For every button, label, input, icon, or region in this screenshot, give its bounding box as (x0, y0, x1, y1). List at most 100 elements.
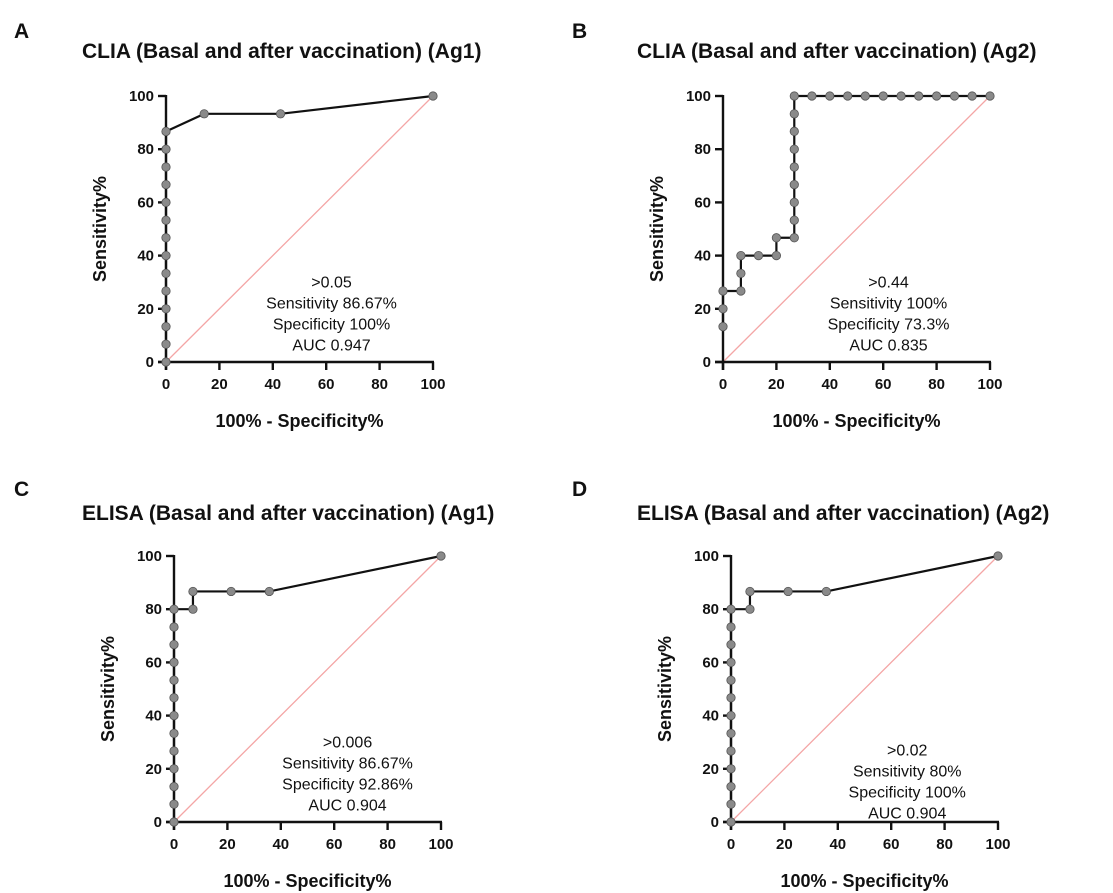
x-tick-label: 60 (875, 376, 892, 393)
roc-point (169, 675, 179, 685)
annotation-line: Specificity 73.3% (828, 317, 950, 334)
roc-point (161, 286, 171, 296)
y-axis-label: Sensitivity% (655, 636, 675, 742)
roc-point (726, 675, 736, 685)
roc-point (169, 622, 179, 632)
x-tick-label: 100 (977, 376, 1002, 393)
x-tick-label: 40 (821, 376, 838, 393)
roc-point (914, 91, 924, 101)
y-tick-label: 0 (154, 814, 162, 831)
roc-point (161, 339, 171, 349)
annotation-line: Sensitivity 80% (853, 764, 962, 781)
x-axis-label: 100% - Specificity% (772, 411, 940, 431)
x-tick-label: 60 (326, 836, 343, 853)
x-tick-label: 40 (264, 376, 281, 393)
roc-point (161, 179, 171, 190)
x-axis-label: 100% - Specificity% (215, 411, 383, 431)
annotation-line: AUC 0.904 (308, 798, 386, 815)
x-tick-label: 100 (428, 836, 453, 853)
roc-point (949, 91, 960, 101)
y-tick-label: 100 (686, 88, 711, 105)
panel-letter: B (572, 20, 587, 43)
annotation-line: Sensitivity 100% (830, 296, 947, 313)
roc-point (726, 728, 736, 739)
roc-point (169, 639, 179, 650)
y-tick-label: 40 (702, 708, 719, 725)
roc-point (726, 782, 736, 792)
roc-point (161, 162, 171, 172)
y-tick-label: 60 (137, 194, 154, 211)
reference-diagonal-line (173, 555, 442, 823)
x-tick-label: 80 (371, 376, 388, 393)
roc-point (169, 728, 179, 739)
annotation-line: Specificity 100% (849, 785, 966, 802)
roc-point (807, 91, 817, 101)
roc-point (169, 657, 179, 668)
y-tick-label: 0 (146, 354, 154, 371)
y-tick-label: 60 (702, 654, 719, 671)
x-tick-label: 40 (272, 836, 289, 853)
roc-point (726, 604, 736, 614)
roc-point (169, 764, 179, 774)
roc-point (161, 251, 171, 261)
y-tick-label: 80 (145, 601, 162, 618)
y-axis-label: Sensitivity% (90, 176, 110, 282)
roc-point (789, 109, 799, 119)
x-tick-label: 40 (829, 836, 846, 853)
roc-point (993, 551, 1003, 561)
annotation-line: AUC 0.947 (292, 338, 370, 355)
roc-point (789, 215, 799, 225)
roc-point (161, 126, 171, 137)
chart-title: ELISA (Basal and after vaccination) (Ag2… (637, 502, 1049, 525)
roc-point (169, 782, 179, 792)
roc-point (736, 251, 746, 261)
roc-point (161, 268, 171, 279)
roc-panel-d: D ELISA (Basal and after vaccination) (Ag… (572, 478, 1049, 891)
y-tick-label: 100 (137, 548, 162, 565)
annotation-line: Specificity 92.86% (282, 777, 413, 794)
roc-point (843, 91, 853, 101)
y-tick-label: 20 (145, 761, 162, 778)
roc-point (771, 251, 782, 261)
roc-point (931, 91, 942, 101)
roc-point (821, 586, 831, 597)
y-tick-label: 20 (137, 301, 154, 318)
roc-point (161, 144, 171, 154)
roc-point (726, 622, 736, 632)
y-tick-label: 20 (702, 761, 719, 778)
roc-point (789, 126, 799, 136)
x-tick-label: 100 (985, 836, 1010, 853)
roc-point (169, 817, 179, 827)
y-axis-label: Sensitivity% (98, 636, 118, 742)
roc-point (161, 304, 171, 314)
panel-letter: D (572, 478, 587, 501)
roc-point (783, 586, 793, 597)
roc-point (753, 251, 764, 261)
roc-point (275, 109, 286, 119)
annotation-line: Sensitivity 86.67% (266, 296, 397, 313)
chart-title: ELISA (Basal and after vaccination) (Ag1… (82, 502, 494, 525)
roc-point (718, 286, 728, 296)
roc-point (726, 799, 736, 809)
roc-point (860, 91, 870, 101)
y-tick-label: 40 (694, 248, 711, 265)
roc-point (789, 91, 799, 101)
roc-point (436, 551, 446, 561)
y-tick-label: 40 (137, 248, 154, 265)
y-tick-label: 80 (702, 601, 719, 618)
roc-point (726, 693, 736, 703)
x-tick-label: 80 (928, 376, 945, 393)
x-tick-label: 80 (936, 836, 953, 853)
roc-point (726, 710, 736, 721)
annotation-line: >0.02 (887, 743, 928, 760)
x-tick-label: 80 (379, 836, 396, 853)
x-tick-label: 0 (162, 376, 170, 393)
annotation-line: >0.006 (323, 735, 372, 752)
y-axis-label: Sensitivity% (647, 176, 667, 282)
roc-point (161, 215, 171, 225)
y-tick-label: 0 (703, 354, 711, 371)
roc-point (169, 799, 179, 809)
roc-point (745, 586, 755, 597)
